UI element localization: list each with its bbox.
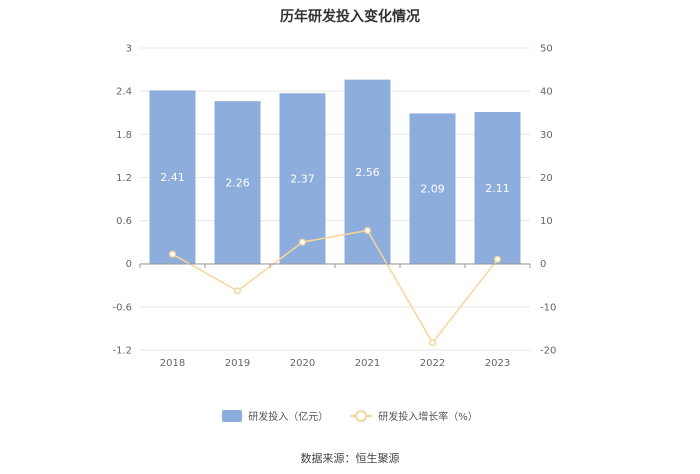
source-text: 数据来源：恒生聚源: [300, 452, 400, 465]
legend-label-line: 研发投入增长率（%）: [378, 412, 478, 423]
left-axis-tick-label: 1.2: [116, 173, 132, 184]
bar: [409, 113, 456, 264]
legend-swatch-line: [350, 409, 373, 422]
bar: [214, 101, 261, 264]
bar-data-label: 2.41: [160, 171, 185, 184]
right-axis-tick-label: -10: [540, 302, 556, 313]
right-axis-tick-label: 40: [540, 87, 553, 98]
bar-data-label: 2.26: [225, 177, 250, 190]
legend: 研发投入（亿元） 研发投入增长率（%）: [0, 408, 700, 423]
left-axis-tick-label: -1.2: [112, 346, 132, 357]
legend-item-line[interactable]: 研发投入增长率（%）: [350, 408, 478, 423]
left-axis-tick-label: 3: [126, 44, 132, 55]
chart-title: 历年研发投入变化情况: [280, 9, 420, 25]
line-point: [363, 226, 372, 235]
line-point: [493, 255, 502, 263]
line-point: [298, 238, 307, 246]
x-axis-tick-label: 2021: [355, 358, 380, 369]
right-axis-tick-label: 10: [540, 216, 553, 227]
right-y-axis: 50 40 30 20 10 0 -10 -20: [540, 44, 556, 357]
bar-data-label: 2.56: [355, 166, 380, 179]
left-axis-tick-label: 0: [126, 259, 132, 270]
bar-data-labels: 2.41 2.26 2.37 2.56 2.09 2.11: [160, 166, 510, 196]
x-axis-tick-label: 2023: [485, 358, 510, 369]
bar-data-label: 2.37: [290, 173, 315, 186]
bar-data-label: 2.11: [485, 182, 510, 195]
x-axis: 2018 2019 2020 2021 2022 2023: [139, 263, 531, 369]
bar: [474, 111, 521, 264]
left-axis-tick-label: 1.8: [116, 130, 132, 141]
right-axis-tick-label: 30: [540, 130, 553, 141]
right-axis-tick-label: 20: [540, 173, 553, 184]
right-axis-tick-label: 50: [540, 44, 553, 55]
line-series: [168, 226, 502, 347]
legend-label-bar: 研发投入（亿元）: [248, 412, 329, 423]
bar: [279, 93, 326, 264]
bar: [149, 90, 196, 264]
left-axis-tick-label: 0.6: [116, 216, 132, 227]
left-axis-tick-label: -0.6: [112, 302, 132, 313]
right-axis-tick-label: -20: [540, 346, 556, 357]
bar-series: [149, 79, 521, 264]
right-axis-tick-label: 0: [540, 259, 546, 270]
left-y-axis: 3 2.4 1.8 1.2 0.6 0 -0.6 -1.2: [112, 44, 132, 357]
line-path: [172, 229, 499, 345]
line-point: [168, 250, 177, 258]
line-point: [428, 339, 437, 347]
bar-data-label: 2.09: [420, 183, 445, 196]
left-axis-tick-label: 2.4: [116, 87, 132, 98]
legend-item-bar[interactable]: 研发投入（亿元）: [222, 408, 328, 423]
gridlines: [140, 47, 530, 351]
x-axis-tick-label: 2018: [160, 358, 185, 369]
legend-swatch-bar: [222, 409, 243, 422]
x-axis-tick-label: 2022: [420, 358, 445, 369]
line-point: [233, 287, 242, 295]
x-axis-tick-label: 2020: [290, 358, 315, 369]
x-axis-tick-label: 2019: [225, 358, 250, 369]
